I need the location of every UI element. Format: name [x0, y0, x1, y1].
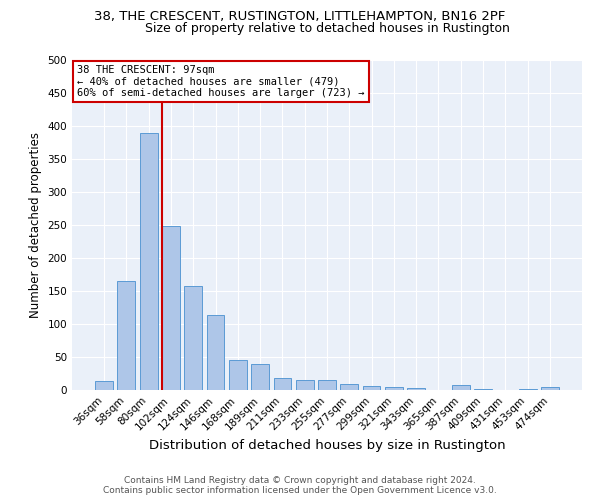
Bar [140, 132, 158, 390]
Text: Contains HM Land Registry data © Crown copyright and database right 2024.
Contai: Contains HM Land Registry data © Crown c… [103, 476, 497, 495]
Bar [118, 281, 136, 390]
Bar [162, 226, 180, 390]
Bar [407, 388, 425, 390]
Text: 38, THE CRESCENT, RUSTINGTON, LITTLEHAMPTON, BN16 2PF: 38, THE CRESCENT, RUSTINGTON, LITTLEHAMP… [94, 10, 506, 23]
Bar [206, 315, 224, 390]
Bar [318, 380, 336, 390]
Bar [385, 386, 403, 390]
Bar [541, 386, 559, 390]
Bar [274, 378, 292, 390]
Bar [229, 360, 247, 390]
Y-axis label: Number of detached properties: Number of detached properties [29, 132, 42, 318]
Bar [184, 286, 202, 390]
Bar [95, 381, 113, 390]
Bar [296, 380, 314, 390]
Bar [452, 386, 470, 390]
Bar [251, 364, 269, 390]
Title: Size of property relative to detached houses in Rustington: Size of property relative to detached ho… [145, 22, 509, 35]
Bar [340, 384, 358, 390]
Text: 38 THE CRESCENT: 97sqm
← 40% of detached houses are smaller (479)
60% of semi-de: 38 THE CRESCENT: 97sqm ← 40% of detached… [77, 65, 365, 98]
Bar [362, 386, 380, 390]
X-axis label: Distribution of detached houses by size in Rustington: Distribution of detached houses by size … [149, 438, 505, 452]
